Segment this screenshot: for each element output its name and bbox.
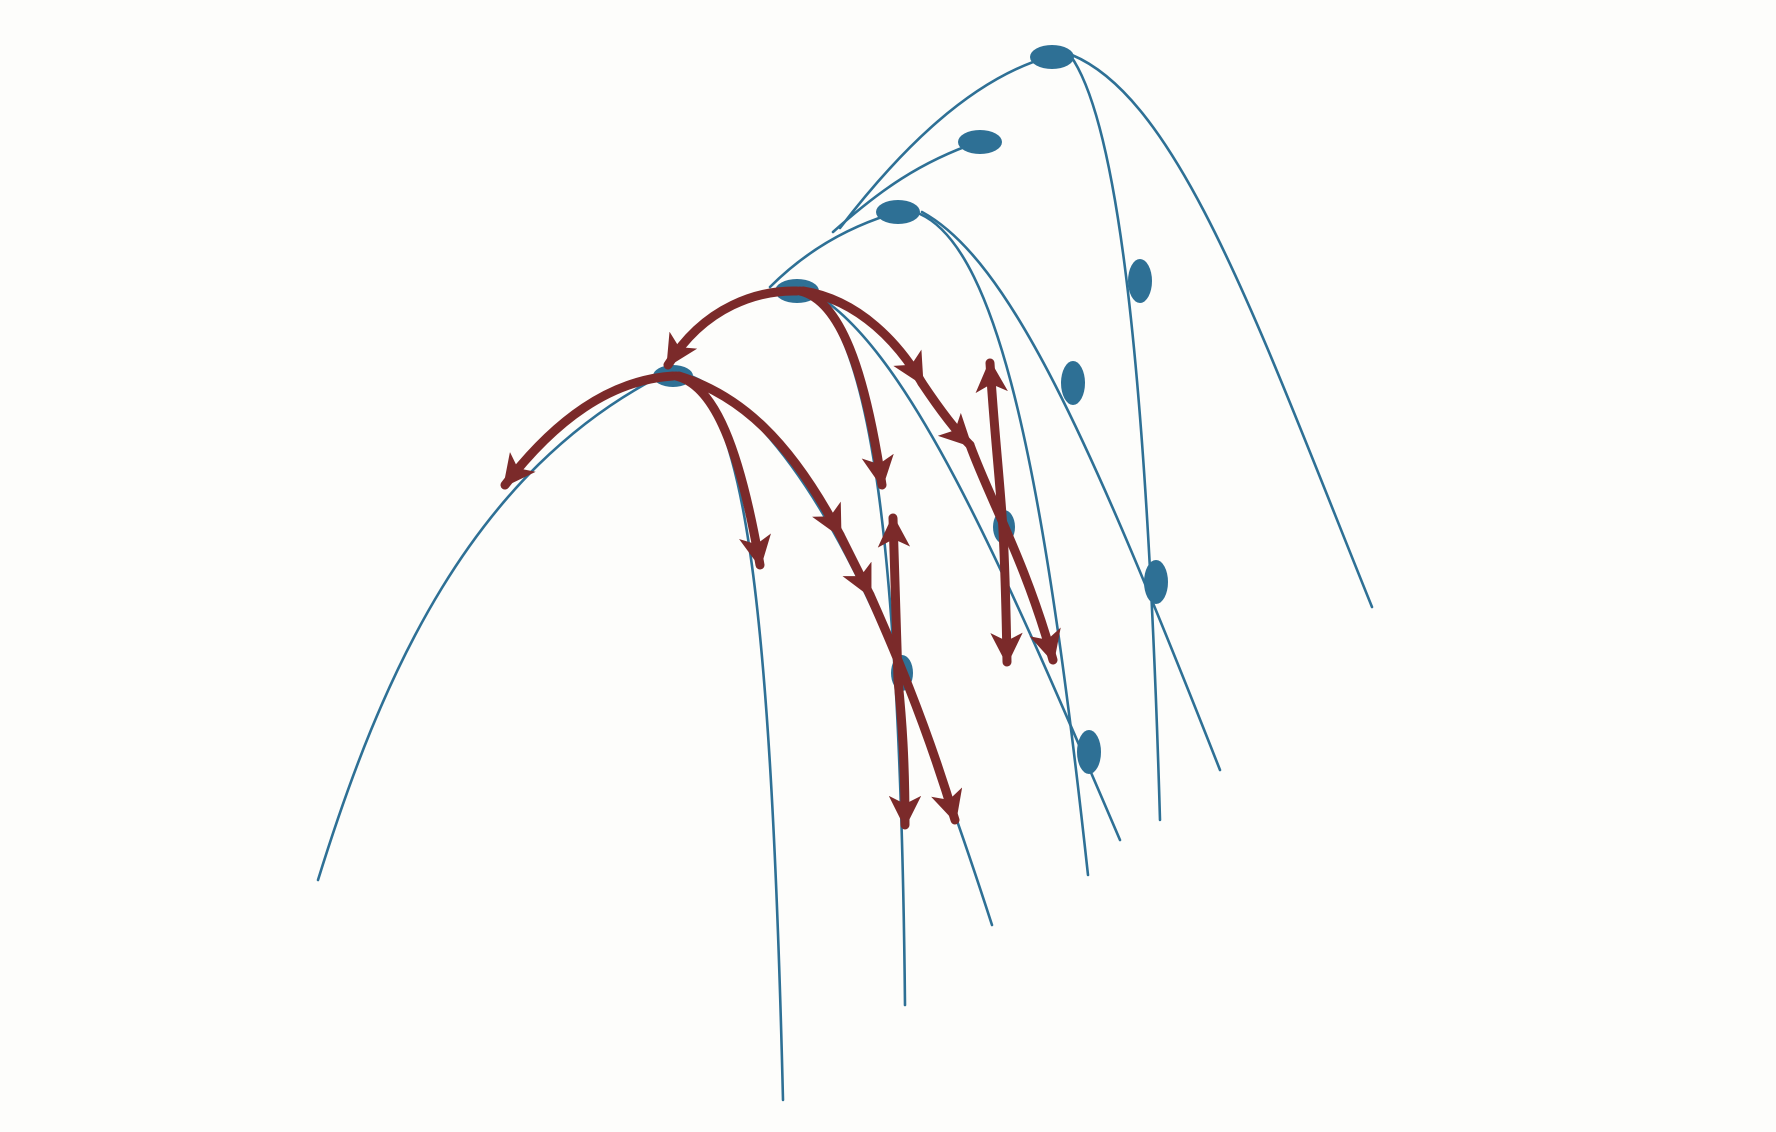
node-crossing-f: [1077, 730, 1101, 774]
curve-arch-3-right: [920, 210, 1222, 772]
arrow-lower-right-3: [865, 590, 963, 825]
curve-arch-1-left: [316, 370, 670, 882]
curve-arch-1-mid: [676, 370, 785, 1102]
arrow-upper-right-2: [917, 378, 975, 450]
curve-arch-2-left: [768, 210, 900, 289]
node-crossing-b: [1061, 361, 1085, 405]
node-apex-2: [876, 200, 920, 224]
node-group: [653, 45, 1168, 774]
curve-arch-4-right: [1070, 53, 1374, 609]
curve-arch-4-left: [838, 55, 1050, 230]
arrow-upper-up: [975, 358, 1008, 535]
arrow-upper-down: [990, 525, 1023, 667]
arrow-lower-up: [877, 513, 911, 685]
arrow-lower-left: [500, 371, 678, 490]
curve-group: [316, 53, 1374, 1102]
node-apex-3: [958, 130, 1002, 154]
arrow-upper-right-1: [798, 286, 927, 388]
curve-arch-3-mid: [918, 212, 1090, 877]
arrow-lower-down: [888, 675, 922, 830]
curve-arch-1-right: [678, 370, 994, 927]
arrow-upper-left: [663, 286, 802, 370]
node-crossing-d: [1144, 560, 1168, 604]
arrow-lower-right-2: [835, 530, 875, 600]
arrow-upper-right-3: [965, 440, 1061, 665]
curve-arch-4-mid: [1068, 53, 1162, 822]
node-crossing-a: [1128, 259, 1152, 303]
arrow-lower-right-1: [674, 371, 845, 540]
arrow-group: [500, 286, 1061, 830]
node-apex-4: [1030, 45, 1074, 69]
